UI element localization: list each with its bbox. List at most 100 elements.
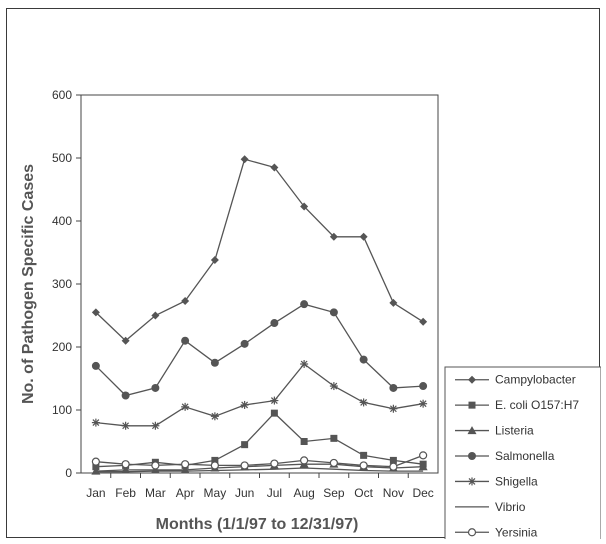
series-line [95, 412, 424, 468]
legend-marker [468, 452, 476, 460]
data-point [210, 412, 219, 421]
data-point [91, 418, 100, 427]
x-tick-label: Nov [383, 486, 404, 500]
data-point [240, 400, 249, 409]
x-tick-label: Dec [412, 486, 433, 500]
x-axis-title: Months (1/1/97 to 12/31/97) [156, 516, 359, 533]
data-point [330, 434, 338, 442]
data-point [91, 308, 100, 317]
data-point [329, 232, 338, 241]
data-point [240, 339, 249, 348]
y-tick-label: 200 [52, 340, 72, 354]
x-tick-label: Jul [267, 486, 282, 500]
x-tick-label: Feb [115, 486, 136, 500]
series-campylobacter [91, 155, 428, 345]
data-point [329, 308, 338, 317]
data-point [359, 355, 368, 364]
series-salmonella [91, 300, 428, 400]
legend-entry: E. coli O157:H7 [455, 398, 579, 412]
legend-label: Shigella [495, 474, 538, 488]
series-vibrio [95, 467, 424, 473]
y-tick-label: 500 [52, 151, 72, 165]
data-point [211, 456, 219, 464]
data-point [91, 361, 100, 370]
legend-label: E. coli O157:H7 [495, 398, 579, 412]
legend-entry: Shigella [455, 474, 538, 488]
legend-label: Yersinia [495, 525, 538, 539]
y-tick-label: 100 [52, 403, 72, 417]
legend-label: Campylobacter [495, 373, 576, 387]
legend-label: Vibrio [495, 500, 526, 514]
legend-entry: Salmonella [455, 449, 555, 463]
data-point [300, 360, 309, 369]
data-point [389, 462, 398, 471]
data-point [270, 319, 279, 328]
data-point [300, 438, 308, 445]
legend-marker [468, 401, 476, 409]
data-point [359, 398, 368, 407]
data-point [389, 298, 398, 307]
data-point [241, 441, 249, 449]
legend-marker [468, 375, 476, 384]
legend-marker [468, 477, 476, 486]
legend-entry: Campylobacter [455, 373, 576, 387]
data-point [300, 456, 309, 465]
data-point [91, 466, 101, 475]
series-line [95, 467, 424, 473]
legend-entry: Vibrio [455, 500, 526, 514]
y-tick-label: 600 [52, 88, 72, 102]
data-point [270, 459, 279, 468]
data-point [91, 457, 100, 466]
series-yersinia [91, 451, 428, 471]
data-point [121, 336, 130, 345]
series-line [95, 454, 424, 468]
data-point [360, 451, 368, 459]
data-point [359, 461, 368, 470]
line-chart: 0 100 200 300 400 500 600 Jan Feb Mar Apr May Jun Jul… [20, 88, 601, 539]
x-tick-label: Sep [323, 486, 345, 500]
data-point [300, 300, 309, 309]
x-tick-label: Jun [235, 486, 254, 500]
data-point [300, 202, 309, 211]
data-point [121, 421, 130, 430]
data-point [389, 456, 397, 464]
data-point [181, 336, 190, 345]
data-point [181, 297, 190, 306]
data-point [210, 358, 219, 367]
data-point [389, 383, 398, 392]
data-point [329, 382, 338, 391]
data-point [270, 409, 278, 417]
data-point [181, 460, 190, 469]
legend: Campylobacter E. coli O157:H7 Listeria Salm… [444, 366, 601, 539]
legend-marker [467, 528, 477, 537]
series-line [95, 463, 424, 472]
data-point [151, 421, 160, 430]
data-point [270, 163, 279, 172]
data-point [419, 399, 428, 408]
y-tick-label: 400 [52, 214, 72, 228]
y-tick-label: 300 [52, 277, 72, 291]
data-point [389, 404, 398, 413]
x-tick-label: Jan [86, 486, 105, 500]
series-line [95, 303, 424, 397]
series-line [95, 363, 424, 427]
data-point [181, 402, 190, 411]
data-point [210, 256, 219, 265]
data-point [418, 462, 428, 471]
data-point [240, 461, 249, 470]
series-shigella [91, 360, 428, 430]
data-point [419, 382, 428, 391]
x-tick-label: Aug [293, 486, 314, 500]
data-point [151, 383, 160, 392]
data-point [121, 391, 130, 400]
x-tick-label: May [204, 486, 227, 500]
series-line [95, 158, 424, 342]
data-point [419, 317, 428, 326]
data-point [419, 451, 428, 460]
x-tick-label: Oct [354, 486, 373, 500]
series-lines [91, 155, 428, 475]
series-e-coli-o157-h7 [92, 409, 427, 471]
data-point [240, 155, 249, 164]
legend-entry: Yersinia [455, 525, 538, 539]
data-point [359, 232, 368, 241]
